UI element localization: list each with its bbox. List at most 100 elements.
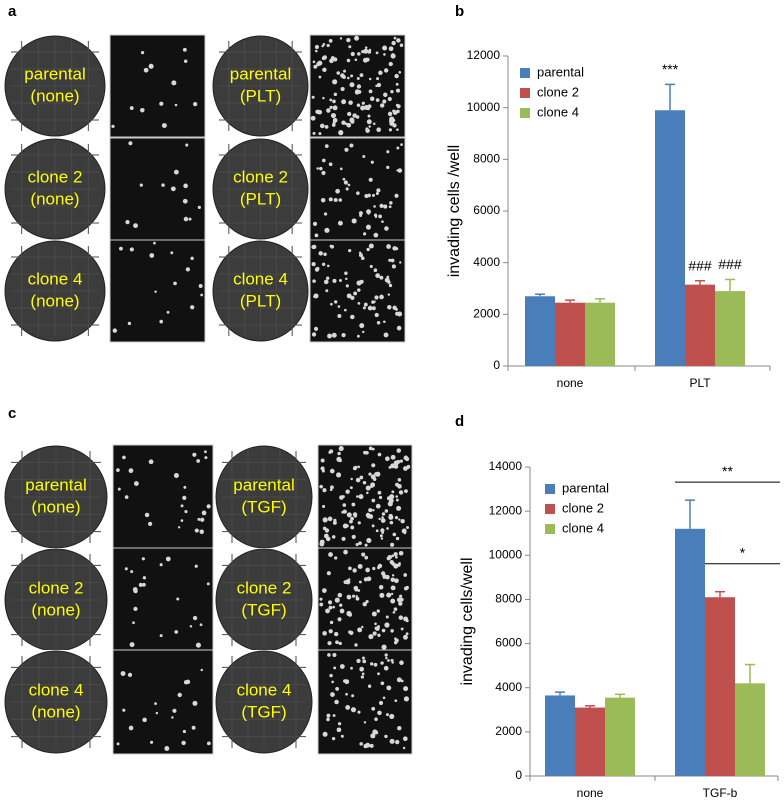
micrograph bbox=[112, 649, 214, 755]
cell-dot bbox=[133, 606, 138, 612]
cell-dot bbox=[334, 597, 340, 603]
cell-dot bbox=[387, 96, 392, 102]
cell-dot bbox=[383, 665, 389, 671]
cell-dot bbox=[400, 518, 405, 524]
cell-dot bbox=[319, 123, 325, 129]
cell-dot bbox=[384, 653, 388, 657]
cell-dot bbox=[321, 588, 327, 593]
cell-dot bbox=[377, 490, 382, 495]
cell-dot bbox=[138, 582, 143, 587]
cell-dot bbox=[343, 679, 347, 683]
cell-dot bbox=[395, 739, 400, 745]
cell-dot bbox=[322, 517, 328, 523]
micrograph bbox=[309, 137, 406, 241]
cell-dot bbox=[348, 45, 352, 49]
cell-dot bbox=[390, 258, 395, 263]
error-bar bbox=[595, 298, 605, 303]
cell-dot bbox=[199, 529, 204, 534]
cell-dot bbox=[368, 48, 372, 52]
cell-dot bbox=[337, 592, 343, 598]
well-label: (none) bbox=[30, 291, 79, 310]
y-axis-title: invading cells /well bbox=[446, 145, 463, 278]
cell-dot bbox=[358, 211, 363, 216]
error-bar bbox=[715, 590, 725, 598]
cell-dot bbox=[349, 630, 354, 636]
cell-dot bbox=[371, 706, 376, 711]
cell-dot bbox=[392, 118, 396, 122]
cell-dot bbox=[341, 536, 346, 541]
cell-dot bbox=[322, 631, 327, 636]
cell-dot bbox=[119, 246, 123, 251]
cell-dot bbox=[127, 321, 132, 326]
cell-dot bbox=[199, 623, 203, 627]
cell-dot bbox=[332, 105, 338, 111]
cell-dot bbox=[341, 99, 347, 105]
cell-dot bbox=[378, 517, 381, 521]
cell-dot bbox=[384, 734, 388, 739]
cell-dot bbox=[357, 589, 361, 592]
cell-dot bbox=[399, 660, 404, 666]
cell-dot bbox=[129, 247, 134, 252]
cell-dot bbox=[403, 696, 410, 702]
cell-dot bbox=[376, 609, 380, 613]
legend-label: clone 4 bbox=[537, 104, 579, 119]
cell-dot bbox=[397, 563, 401, 567]
cell-dot bbox=[344, 308, 347, 312]
cell-dot bbox=[371, 306, 376, 311]
cell-dot bbox=[170, 186, 176, 192]
cell-dot bbox=[384, 68, 389, 73]
cell-dot bbox=[391, 264, 396, 269]
cell-dot bbox=[391, 40, 396, 46]
cell-dot bbox=[343, 580, 348, 584]
cell-dot bbox=[352, 512, 358, 517]
cell-dot bbox=[128, 468, 134, 474]
cell-dot bbox=[194, 564, 198, 568]
cell-dot bbox=[374, 312, 379, 318]
cell-dot bbox=[177, 692, 182, 698]
cell-dot bbox=[358, 253, 363, 258]
cell-dot bbox=[343, 180, 348, 185]
cell-dot bbox=[402, 736, 408, 742]
cell-dot bbox=[368, 514, 374, 519]
cell-dot bbox=[207, 741, 211, 746]
cell-dot bbox=[363, 48, 369, 54]
cell-dot bbox=[356, 76, 360, 80]
cell-dot bbox=[328, 197, 333, 202]
cell-dot bbox=[183, 680, 189, 685]
cell-dot bbox=[373, 232, 379, 238]
cell-dot bbox=[328, 629, 333, 634]
bar bbox=[675, 528, 705, 776]
cell-dot bbox=[314, 233, 319, 238]
cell-dot bbox=[197, 517, 201, 521]
well-label: (none) bbox=[31, 497, 80, 516]
cell-dot bbox=[362, 601, 367, 607]
cell-dot bbox=[173, 281, 177, 286]
well-label: (PLT) bbox=[240, 189, 281, 208]
cell-dot bbox=[329, 468, 335, 474]
cell-dot bbox=[377, 563, 383, 569]
cell-dot bbox=[366, 537, 372, 544]
cell-dot bbox=[365, 57, 370, 62]
cell-dot bbox=[350, 477, 353, 481]
cell-dot bbox=[389, 47, 393, 51]
cell-dot bbox=[204, 456, 208, 460]
cell-dot bbox=[125, 220, 130, 225]
cell-dot bbox=[315, 110, 319, 114]
cell-dot bbox=[315, 266, 320, 271]
cell-dot bbox=[331, 680, 334, 684]
cell-dot bbox=[183, 485, 187, 489]
cell-dot bbox=[398, 601, 403, 606]
cell-dot bbox=[386, 150, 390, 154]
cell-dot bbox=[403, 686, 409, 692]
cell-dot bbox=[362, 155, 366, 158]
cell-dot bbox=[337, 722, 342, 726]
cell-dot bbox=[367, 212, 370, 215]
cell-dot bbox=[370, 662, 374, 666]
cell-dot bbox=[332, 714, 336, 717]
cell-dot bbox=[377, 452, 382, 457]
cell-dot bbox=[363, 450, 367, 455]
cell-dot bbox=[200, 668, 203, 672]
cell-dot bbox=[354, 587, 359, 592]
cell-dot bbox=[390, 658, 394, 662]
cell-dot bbox=[371, 447, 375, 451]
